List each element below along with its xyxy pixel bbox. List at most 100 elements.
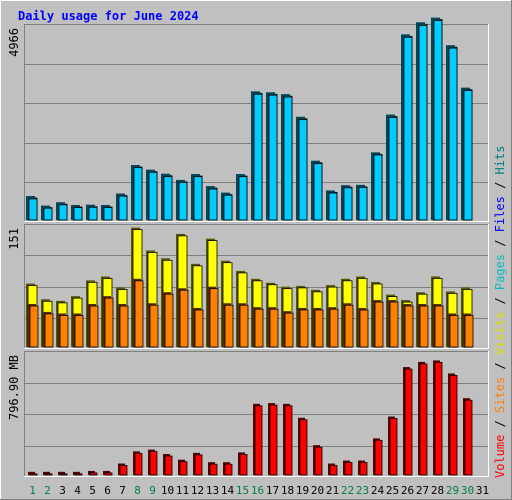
x-tick-label: 30: [461, 484, 474, 497]
x-tick-label: 12: [191, 484, 204, 497]
bar-volume-day-30: [464, 399, 473, 476]
bar-files-day-29: [448, 47, 458, 221]
legend-sites: Sites: [493, 377, 507, 413]
bar-sites-day-23: [359, 309, 369, 348]
legend-separator: /: [493, 290, 507, 312]
bar-sites-day-18: [284, 312, 294, 348]
bar-files-day-7: [118, 195, 128, 221]
x-tick-label: 10: [161, 484, 174, 497]
bar-volume-day-1: [29, 473, 38, 476]
bar-sites-day-21: [329, 308, 339, 348]
bar-sites-day-14: [224, 304, 234, 348]
bar-volume-day-15: [239, 454, 248, 476]
bar-volume-day-16: [254, 405, 263, 476]
x-tick-label: 13: [206, 484, 219, 497]
bar-volume-day-22: [344, 462, 353, 476]
x-tick-label: 31: [476, 484, 489, 497]
bar-sites-day-29: [449, 315, 459, 348]
bar-sites-day-4: [74, 315, 84, 348]
legend-pages: Pages: [493, 254, 507, 290]
bar-files-day-4: [73, 207, 83, 221]
x-tick-label: 5: [89, 484, 96, 497]
legend-separator: /: [493, 413, 507, 435]
bar-files-day-20: [313, 163, 323, 221]
bar-volume-day-27: [419, 363, 428, 476]
x-tick-label: 4: [74, 484, 81, 497]
bar-sites-day-19: [299, 309, 309, 348]
bar-sites-day-15: [239, 304, 249, 348]
bar-files-day-10: [163, 176, 173, 221]
panel-volume: 796.90 MB: [7, 351, 489, 477]
y-axis-label: 151: [7, 228, 21, 250]
x-tick-label: 27: [416, 484, 429, 497]
x-tick-label: 6: [104, 484, 111, 497]
bar-volume-day-13: [209, 463, 218, 476]
legend-files: Files: [493, 196, 507, 232]
x-tick-label: 28: [431, 484, 444, 497]
x-tick-label: 23: [356, 484, 369, 497]
bar-sites-day-16: [254, 308, 264, 348]
bar-files-day-1: [28, 198, 38, 221]
bar-sites-day-30: [464, 315, 474, 348]
bar-sites-day-25: [389, 301, 399, 348]
bar-volume-day-18: [284, 405, 293, 476]
bar-volume-day-2-shadow: [43, 471, 50, 475]
bar-files-day-6: [103, 207, 113, 221]
x-tick-label: 18: [281, 484, 294, 497]
bar-files-day-18: [283, 96, 293, 221]
series-legend: Volume / Sites / Visits / Pages / Files …: [493, 146, 507, 478]
bar-sites-day-12: [194, 309, 204, 348]
bar-sites-day-6: [104, 297, 114, 348]
bar-sites-day-20: [314, 309, 324, 348]
bar-files-day-14: [223, 194, 233, 221]
bar-volume-day-12: [194, 454, 203, 476]
bar-volume-day-3: [59, 473, 68, 476]
bar-volume-day-5: [89, 472, 98, 476]
bar-volume-day-11: [179, 461, 188, 476]
bar-files-day-8: [133, 167, 143, 221]
bar-volume-day-17: [269, 404, 278, 476]
chart-panels: 4966 151 796.90 MB: [7, 17, 489, 477]
bar-volume-day-6: [104, 472, 113, 476]
bar-files-day-21: [328, 192, 338, 221]
bar-files-day-2: [43, 207, 53, 221]
x-tick-label: 11: [176, 484, 189, 497]
bar-files-day-27: [418, 25, 428, 221]
bar-sites-day-17: [269, 308, 279, 348]
bar-files-day-9: [148, 171, 158, 221]
bar-volume-day-26: [404, 368, 413, 476]
legend-hits: Hits: [493, 146, 507, 175]
bar-volume-day-4: [74, 473, 83, 476]
bar-files-day-12: [193, 176, 203, 221]
bar-volume-day-29: [449, 375, 458, 476]
bar-volume-day-7: [119, 465, 128, 476]
legend-volume: Volume: [493, 435, 507, 478]
bar-sites-day-27: [419, 305, 429, 348]
legend-separator: /: [493, 355, 507, 377]
x-tick-label: 20: [311, 484, 324, 497]
bar-files-day-24: [373, 154, 383, 221]
x-tick-label: 25: [386, 484, 399, 497]
panel-visits: 151: [7, 224, 489, 349]
bar-files-day-26: [403, 36, 413, 221]
bar-volume-day-20: [314, 446, 323, 476]
bar-sites-day-13: [209, 288, 219, 348]
bar-sites-day-28: [434, 305, 444, 348]
bar-sites-day-22: [344, 304, 354, 348]
bar-files-day-15: [238, 176, 248, 221]
bar-sites-day-11: [179, 289, 189, 348]
bar-sites-day-9: [149, 304, 159, 348]
bar-volume-day-21: [329, 465, 338, 476]
bar-files-day-11: [178, 182, 188, 221]
x-tick-label: 7: [119, 484, 126, 497]
bar-volume-day-28: [434, 362, 443, 476]
bar-volume-day-24: [374, 439, 383, 476]
bar-volume-day-10: [164, 455, 173, 476]
bar-sites-day-5: [89, 305, 99, 348]
x-tick-label: 29: [446, 484, 459, 497]
x-tick-label: 14: [221, 484, 235, 497]
x-tick-label: 8: [134, 484, 141, 497]
bar-volume-day-8: [134, 452, 143, 476]
